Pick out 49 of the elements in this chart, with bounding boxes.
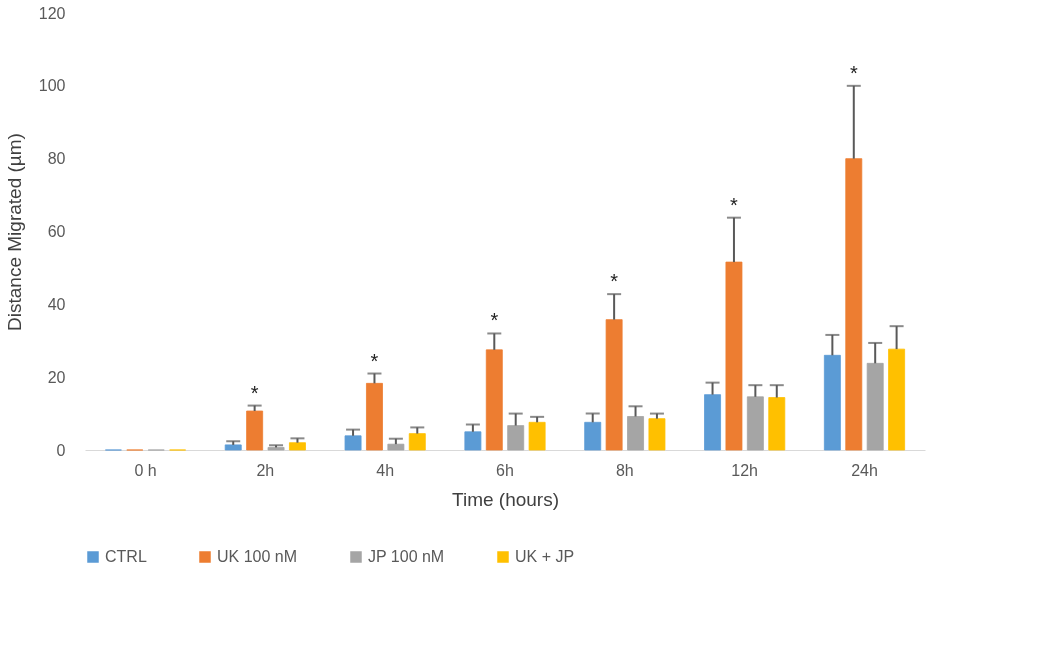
- annotation: *: [849, 61, 858, 84]
- bar: [464, 431, 482, 451]
- annotation: *: [370, 349, 379, 372]
- bar: [224, 444, 242, 451]
- bar: [845, 158, 863, 451]
- y-axis-title: Distance Migrated (µm): [3, 133, 25, 331]
- bar: [408, 433, 426, 451]
- bar: [528, 421, 546, 451]
- annotation: *: [250, 381, 259, 404]
- y-tick-label: 60: [47, 223, 66, 240]
- bar: [866, 362, 884, 451]
- x-tick-label: 12h: [731, 461, 759, 479]
- legend-label: JP 100 nM: [368, 548, 445, 565]
- bar: [768, 397, 786, 451]
- legend-label: UK + JP: [515, 548, 575, 565]
- bar: [888, 348, 906, 451]
- annotation: *: [490, 309, 499, 332]
- y-tick-label: 20: [47, 368, 66, 386]
- bar: [823, 354, 841, 451]
- bar: [648, 418, 666, 451]
- bar: [267, 447, 285, 451]
- bar: [704, 394, 721, 451]
- bar: [746, 396, 764, 451]
- bar: [725, 261, 743, 451]
- x-tick-label: 0 h: [134, 461, 157, 479]
- x-tick-label: 4h: [376, 461, 395, 479]
- legend-label: CTRL: [105, 548, 147, 565]
- annotation: *: [610, 270, 619, 293]
- bar: [507, 425, 525, 451]
- annotation: *: [730, 193, 739, 216]
- y-tick-label: 120: [38, 4, 66, 22]
- x-tick-label: 8h: [615, 461, 634, 479]
- x-axis-title: Time (hours): [452, 488, 559, 510]
- bar: [584, 421, 602, 451]
- bar: [485, 349, 503, 451]
- bar: [605, 319, 623, 451]
- y-tick-label: 0: [56, 441, 66, 459]
- bar: [246, 410, 264, 451]
- bar: [387, 443, 405, 451]
- y-tick-label: 100: [38, 77, 66, 95]
- x-tick-label: 2h: [256, 461, 275, 479]
- legend-label: UK 100 nM: [217, 548, 298, 565]
- bar: [366, 382, 383, 451]
- bar: [344, 435, 362, 451]
- y-tick-label: 80: [47, 150, 66, 168]
- y-tick-label: 40: [47, 295, 66, 313]
- x-tick-label: 6h: [496, 461, 514, 479]
- x-tick-label: 24h: [851, 461, 878, 479]
- bar: [627, 416, 644, 451]
